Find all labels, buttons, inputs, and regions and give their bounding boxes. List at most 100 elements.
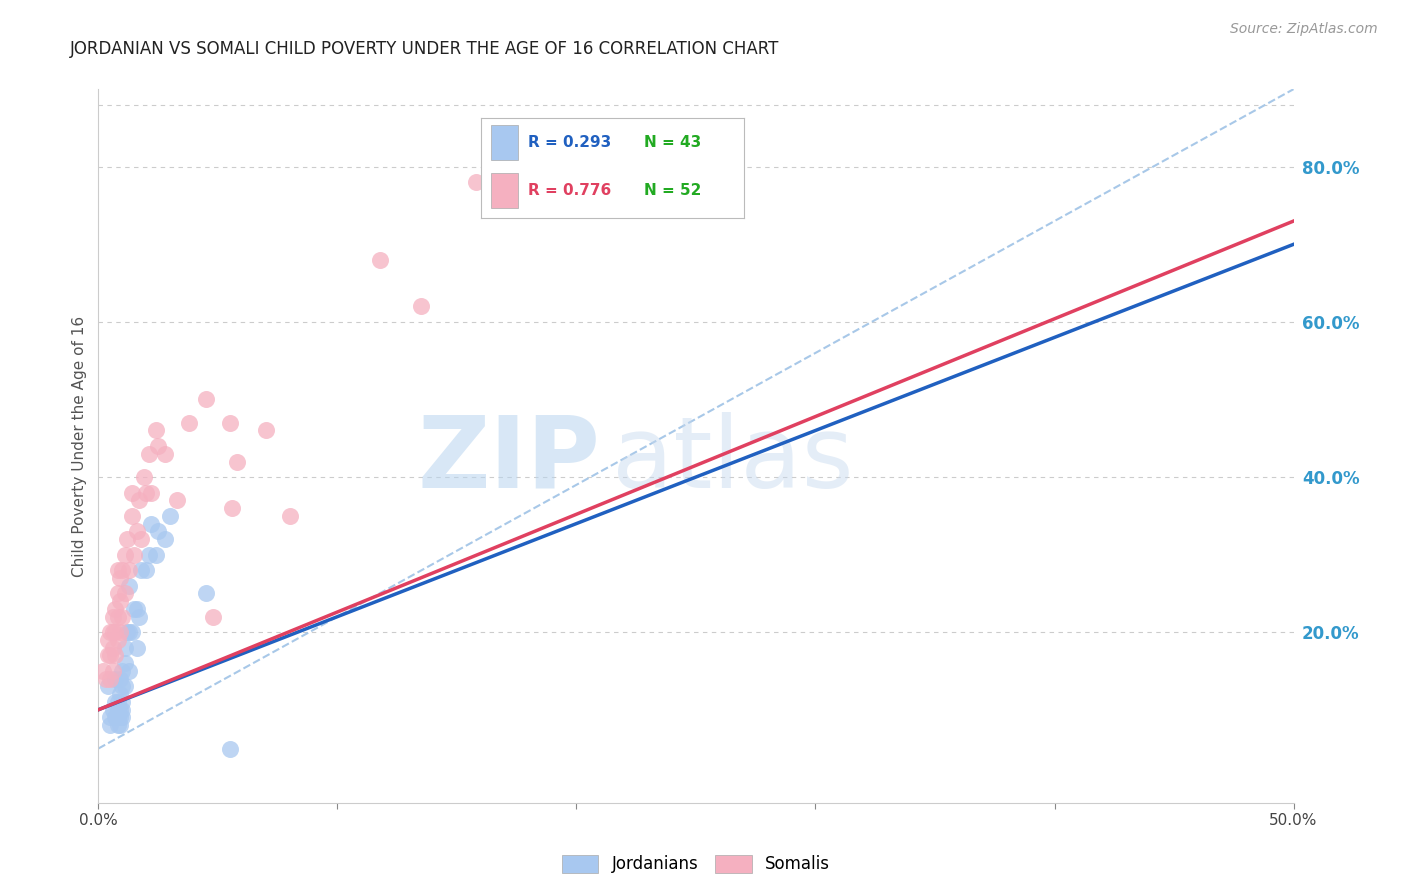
Point — [219, 416, 242, 430]
Point — [101, 609, 124, 624]
Point — [118, 579, 141, 593]
Point — [145, 424, 167, 438]
Point — [98, 710, 122, 724]
Point — [111, 664, 134, 678]
Point — [118, 625, 141, 640]
Point — [108, 625, 131, 640]
Point — [121, 625, 143, 640]
Point — [159, 508, 181, 523]
Point — [121, 508, 143, 523]
Point — [135, 563, 157, 577]
Point — [138, 447, 160, 461]
Point — [128, 609, 150, 624]
Point — [155, 532, 177, 546]
Point — [465, 175, 488, 189]
Point — [166, 493, 188, 508]
Point — [114, 640, 136, 655]
Text: JORDANIAN VS SOMALI CHILD POVERTY UNDER THE AGE OF 16 CORRELATION CHART: JORDANIAN VS SOMALI CHILD POVERTY UNDER … — [70, 40, 780, 58]
Point — [101, 625, 124, 640]
Point — [111, 710, 134, 724]
Point — [98, 648, 122, 663]
Point — [114, 656, 136, 670]
Text: Source: ZipAtlas.com: Source: ZipAtlas.com — [1230, 22, 1378, 37]
Point — [118, 563, 141, 577]
Point — [145, 548, 167, 562]
Point — [135, 485, 157, 500]
Point — [101, 703, 124, 717]
Point — [111, 609, 134, 624]
Point — [108, 703, 131, 717]
Point — [101, 640, 124, 655]
Point — [411, 299, 433, 313]
Text: atlas: atlas — [613, 412, 853, 508]
Point — [98, 625, 122, 640]
Point — [107, 586, 129, 600]
Point — [219, 741, 242, 756]
Point — [107, 710, 129, 724]
Point — [107, 609, 129, 624]
Point — [107, 703, 129, 717]
Point — [370, 252, 392, 267]
Point — [121, 485, 143, 500]
Point — [138, 548, 160, 562]
Point — [98, 718, 122, 732]
Point — [131, 563, 153, 577]
Point — [125, 640, 148, 655]
Point — [148, 524, 170, 539]
Point — [104, 625, 127, 640]
Point — [107, 632, 129, 647]
Point — [221, 501, 243, 516]
Point — [139, 516, 162, 531]
Point — [194, 392, 218, 407]
Point — [278, 508, 301, 523]
Point — [104, 672, 127, 686]
Point — [98, 672, 122, 686]
Point — [108, 594, 131, 608]
Point — [91, 664, 114, 678]
Point — [111, 695, 134, 709]
Point — [115, 625, 138, 640]
Point — [194, 586, 218, 600]
Point — [108, 687, 131, 701]
Point — [108, 718, 131, 732]
Point — [101, 664, 124, 678]
Point — [108, 571, 131, 585]
Point — [104, 710, 127, 724]
Point — [179, 416, 201, 430]
Point — [132, 470, 155, 484]
Point — [118, 664, 141, 678]
Point — [139, 485, 162, 500]
Point — [125, 524, 148, 539]
Point — [254, 424, 277, 438]
Point — [94, 672, 117, 686]
Text: ZIP: ZIP — [418, 412, 600, 508]
Point — [226, 454, 249, 468]
Point — [131, 532, 153, 546]
Point — [124, 548, 146, 562]
Point — [125, 602, 148, 616]
Point — [107, 718, 129, 732]
Point — [111, 703, 134, 717]
Point — [97, 680, 120, 694]
Point — [114, 548, 136, 562]
Point — [104, 695, 127, 709]
Point — [97, 648, 120, 663]
Point — [111, 563, 134, 577]
Point — [104, 648, 127, 663]
Y-axis label: Child Poverty Under the Age of 16: Child Poverty Under the Age of 16 — [72, 316, 87, 576]
Point — [97, 632, 120, 647]
Point — [155, 447, 177, 461]
Point — [115, 532, 138, 546]
Point — [202, 609, 225, 624]
Point — [107, 563, 129, 577]
Point — [104, 602, 127, 616]
Point — [124, 602, 146, 616]
Point — [128, 493, 150, 508]
Point — [108, 672, 131, 686]
Point — [107, 695, 129, 709]
Legend: Jordanians, Somalis: Jordanians, Somalis — [555, 848, 837, 880]
Point — [108, 710, 131, 724]
Point — [114, 586, 136, 600]
Point — [148, 439, 170, 453]
Point — [114, 680, 136, 694]
